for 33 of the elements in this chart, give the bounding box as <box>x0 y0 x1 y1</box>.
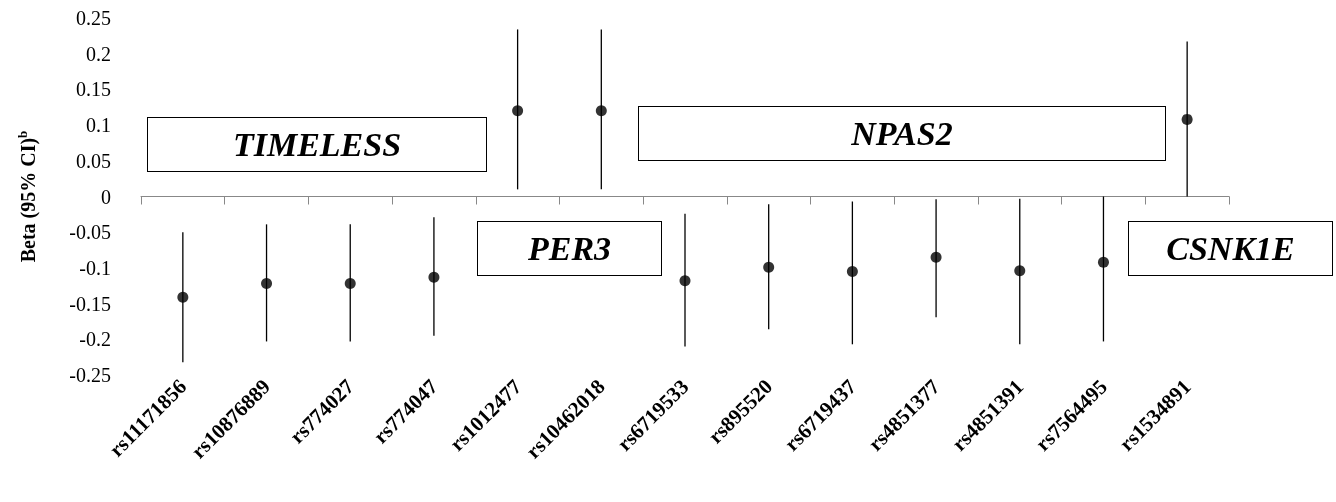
label-box: TIMELESS <box>147 117 487 172</box>
annotation: CSNK1E <box>1166 229 1295 268</box>
y-tick-label: -0.1 <box>79 256 111 279</box>
label-box: NPAS2 <box>638 106 1166 161</box>
y-tick-label: 0.2 <box>86 42 111 65</box>
point <box>428 271 440 283</box>
y-tick-label: 0.15 <box>76 78 111 101</box>
y-tick-label: -0.05 <box>69 221 111 244</box>
y-tick-label: 0 <box>101 185 111 208</box>
point <box>177 291 189 303</box>
annotation: NPAS2 <box>851 114 953 153</box>
point <box>930 251 942 263</box>
y-tick-label: -0.25 <box>69 364 111 386</box>
y-tick-label: 0.05 <box>76 149 111 172</box>
label-box: PER3 <box>477 221 662 276</box>
y-axis-title: Beta (95% CI)b <box>15 130 40 263</box>
point <box>1181 113 1193 125</box>
label-box: CSNK1E <box>1128 221 1333 276</box>
point <box>512 105 524 117</box>
point <box>1097 256 1109 268</box>
point <box>846 265 858 277</box>
annotation: PER3 <box>527 229 612 268</box>
point <box>344 278 356 290</box>
y-tick-label: 0.1 <box>86 114 111 137</box>
point <box>763 261 775 273</box>
point <box>595 105 607 117</box>
point <box>1014 265 1026 277</box>
point <box>261 278 273 290</box>
y-tick-label: -0.2 <box>79 328 111 351</box>
y-tick-label: -0.15 <box>69 292 111 315</box>
annotation: TIMELESS <box>232 125 402 164</box>
y-tick-label: 0.25 <box>76 7 111 29</box>
point <box>679 275 691 287</box>
